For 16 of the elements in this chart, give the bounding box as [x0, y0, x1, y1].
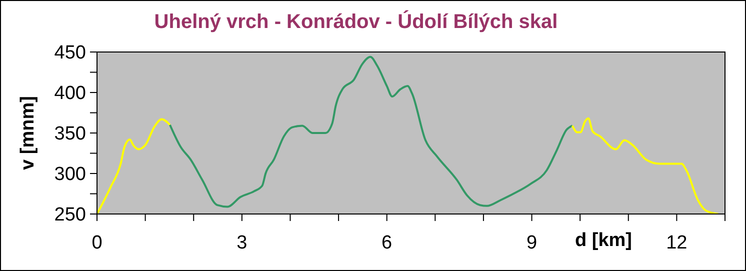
y-tick-label: 350 — [54, 124, 86, 145]
y-tick-label: 250 — [54, 204, 86, 226]
line-series — [97, 118, 171, 214]
x-axis-title: d [km] — [575, 230, 632, 252]
x-tick-label: 9 — [526, 232, 538, 254]
x-tick-label: 0 — [92, 232, 102, 254]
x-tick-label: 6 — [382, 232, 392, 254]
x-tick-label: 12 — [666, 232, 688, 254]
y-axis-title: v [mnm] — [18, 96, 39, 170]
y-tick-label: 400 — [54, 83, 86, 104]
x-tick-label: 3 — [236, 232, 248, 254]
y-tick-label: 300 — [54, 164, 86, 186]
line-series — [571, 117, 720, 214]
y-tick-label: 450 — [54, 42, 86, 64]
line-series — [168, 56, 574, 208]
chart-title: Uhelný vrch - Konrádov - Údolí Bílých skal — [153, 11, 559, 34]
